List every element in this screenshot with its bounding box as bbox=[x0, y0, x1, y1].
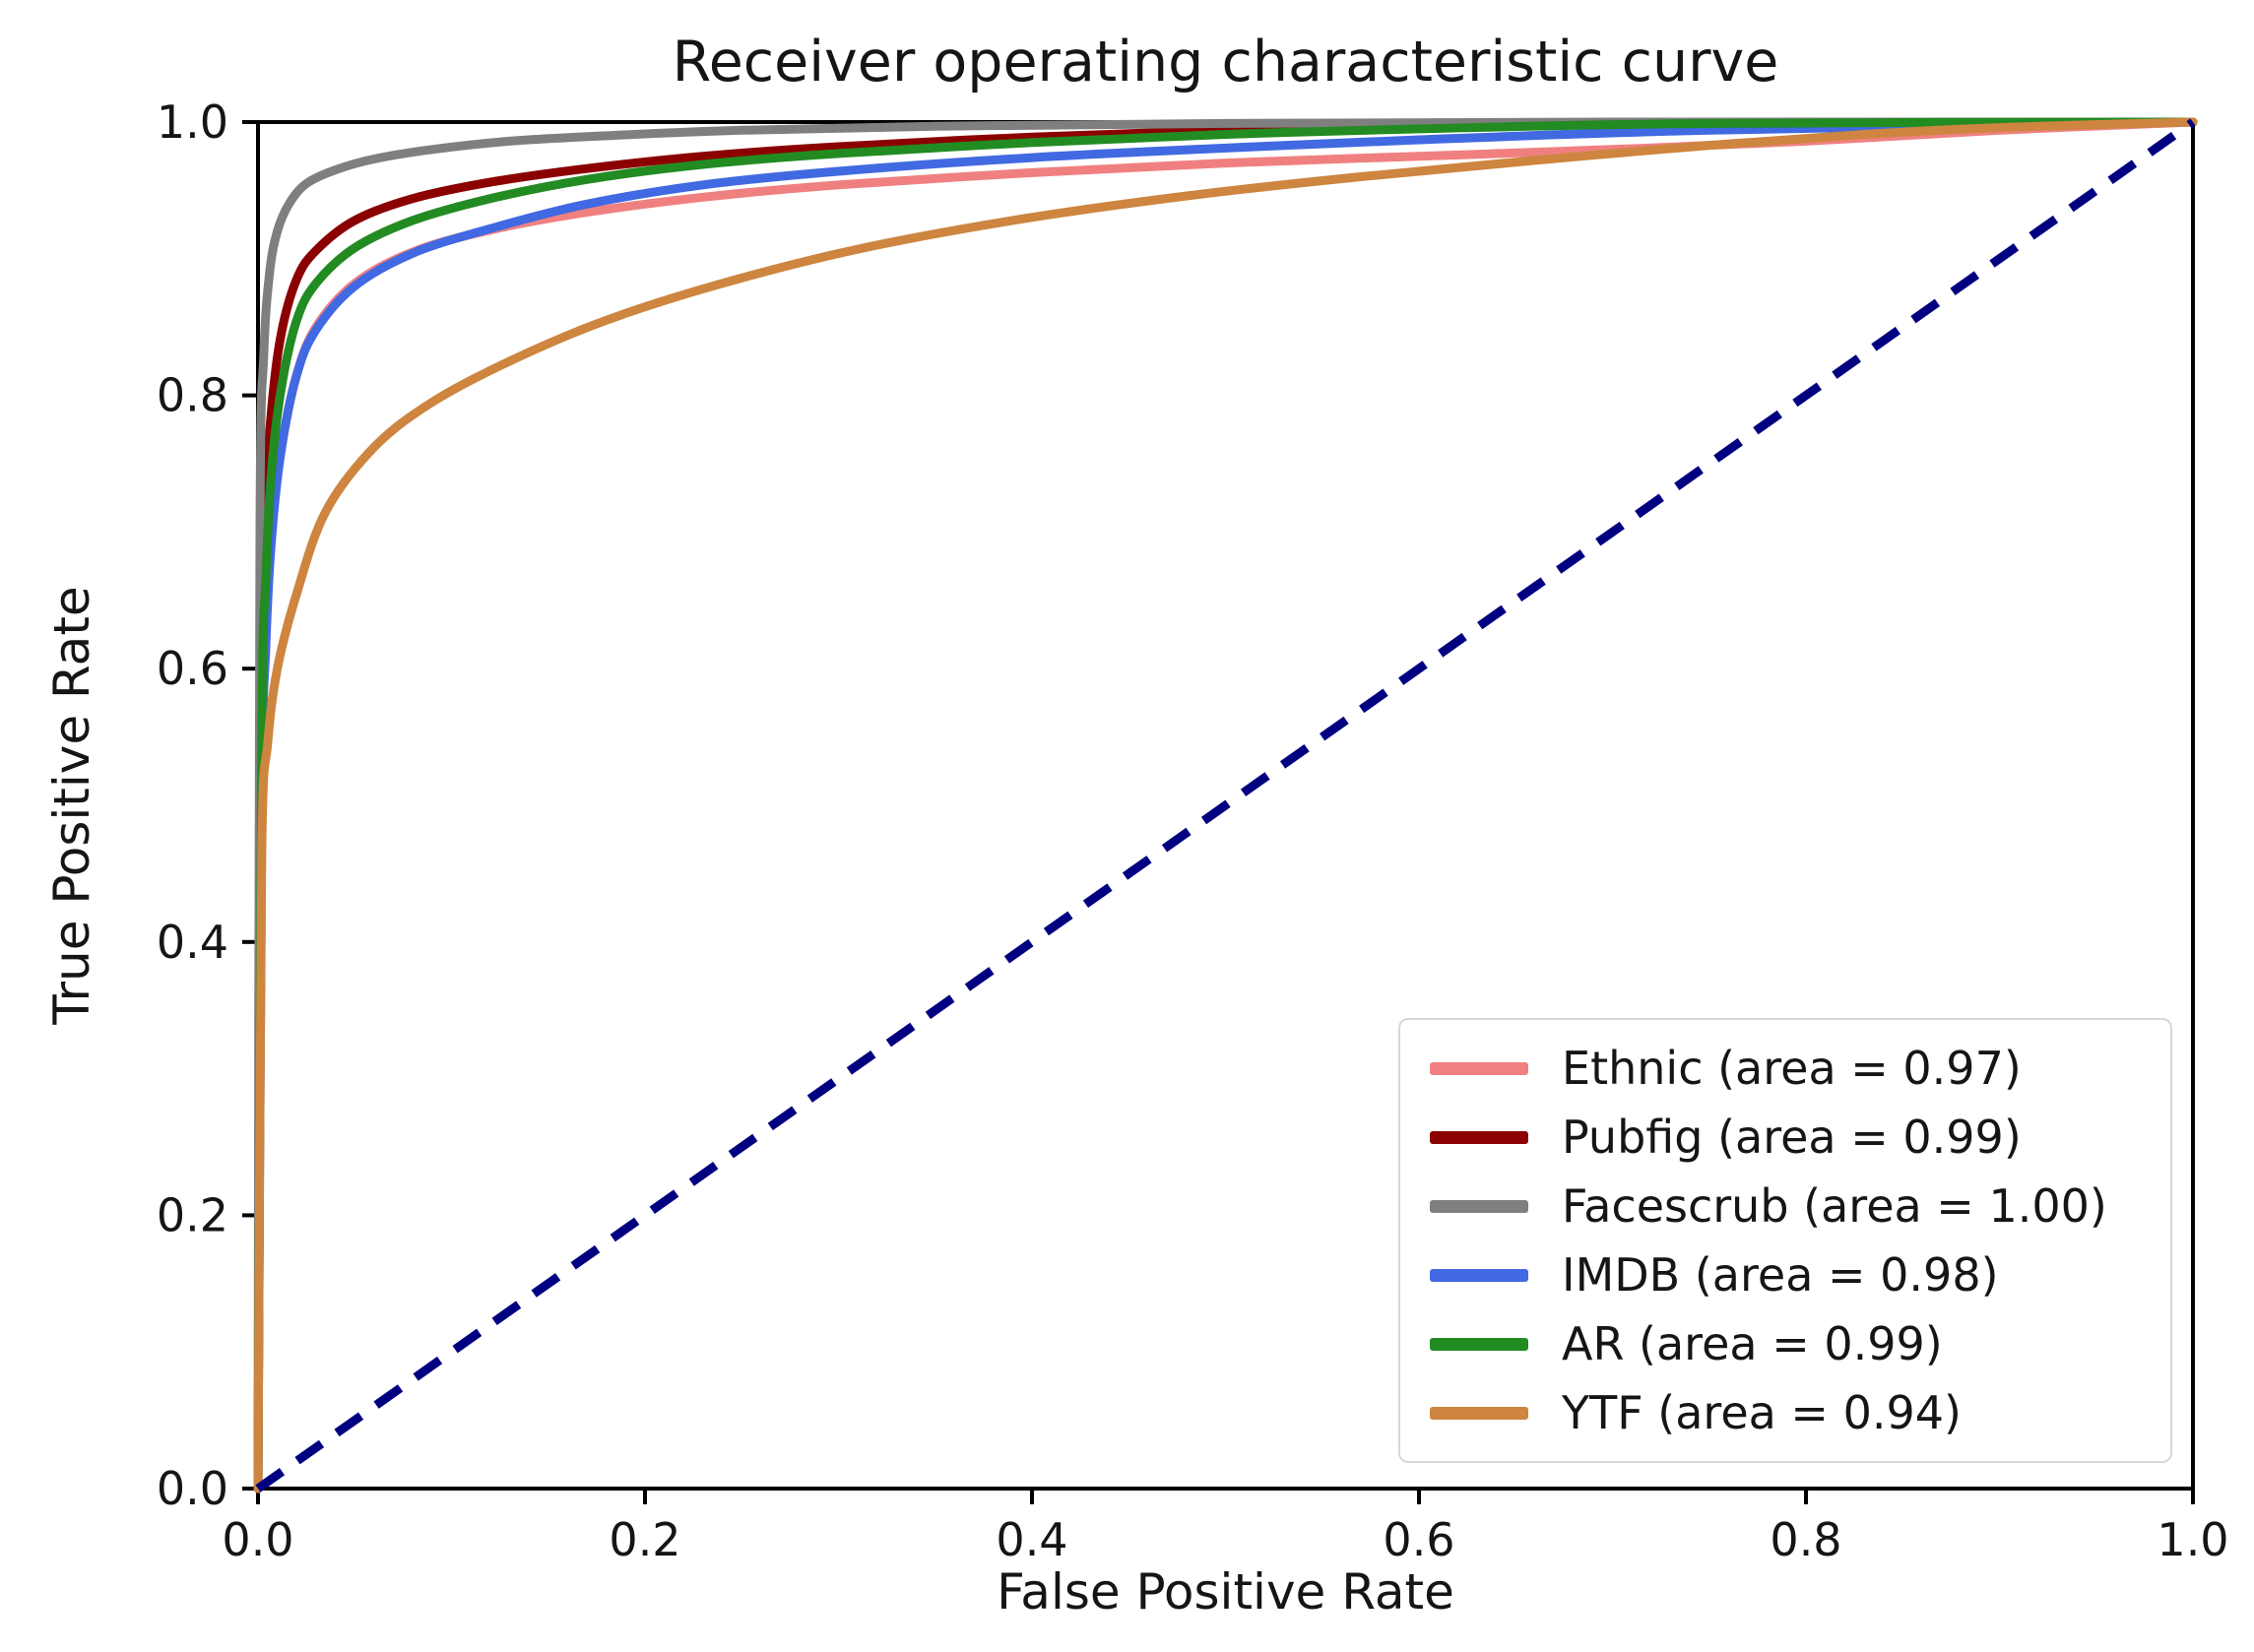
legend-label-Pubfig: Pubfig (area = 0.99) bbox=[1562, 1111, 2022, 1164]
legend-item-IMDB: IMDB (area = 0.98) bbox=[1430, 1248, 2160, 1302]
legend-item-AR: AR (area = 0.99) bbox=[1430, 1317, 2160, 1370]
legend-label-IMDB: IMDB (area = 0.98) bbox=[1562, 1248, 1999, 1302]
legend-swatch-Ethnic bbox=[1430, 1061, 1528, 1075]
y-tick-label: 0.4 bbox=[157, 916, 228, 969]
chance-diagonal-line bbox=[255, 118, 2196, 1493]
legend-item-Facescrub: Facescrub (area = 1.00) bbox=[1430, 1179, 2160, 1233]
legend: Ethnic (area = 0.97) Pubfig (area = 0.99)… bbox=[1398, 1018, 2172, 1463]
y-tick-label: 0.0 bbox=[157, 1462, 228, 1515]
legend-swatch-Facescrub bbox=[1430, 1199, 1528, 1213]
legend-swatch-Pubfig bbox=[1430, 1130, 1528, 1144]
x-tick-label: 0.2 bbox=[609, 1513, 680, 1566]
roc-curve-YTF bbox=[253, 117, 2198, 1493]
legend-swatch-AR bbox=[1430, 1337, 1528, 1351]
legend-swatch-YTF bbox=[1430, 1406, 1528, 1420]
x-tick-label: 1.0 bbox=[2157, 1513, 2228, 1566]
chart-title: Receiver operating characteristic curve bbox=[672, 30, 1779, 95]
roc-curve-AR bbox=[253, 117, 2198, 1493]
y-tick-label: 1.0 bbox=[157, 95, 228, 149]
legend-item-YTF: YTF (area = 0.94) bbox=[1430, 1386, 2160, 1439]
y-tick-label: 0.2 bbox=[157, 1188, 228, 1241]
legend-label-YTF: YTF (area = 0.94) bbox=[1562, 1386, 1962, 1439]
legend-label-AR: AR (area = 0.99) bbox=[1562, 1317, 1943, 1370]
x-tick-label: 0.8 bbox=[1770, 1513, 1841, 1566]
legend-item-Ethnic: Ethnic (area = 0.97) bbox=[1430, 1042, 2160, 1095]
legend-item-Pubfig: Pubfig (area = 0.99) bbox=[1430, 1111, 2160, 1164]
curves-group bbox=[253, 117, 2198, 1493]
x-tick-label: 0.0 bbox=[222, 1513, 293, 1566]
x-tick-label: 0.4 bbox=[996, 1513, 1067, 1566]
legend-label-Ethnic: Ethnic (area = 0.97) bbox=[1562, 1042, 2022, 1095]
y-tick-label: 0.6 bbox=[157, 642, 228, 695]
legend-swatch-IMDB bbox=[1430, 1268, 1528, 1282]
y-tick-label: 0.8 bbox=[157, 369, 228, 422]
x-axis-label: False Positive Rate bbox=[997, 1563, 1454, 1620]
legend-label-Facescrub: Facescrub (area = 1.00) bbox=[1562, 1179, 2107, 1233]
roc-curve-Facescrub bbox=[253, 117, 2198, 1493]
y-axis-label: True Positive Rate bbox=[43, 586, 100, 1025]
x-tick-label: 0.6 bbox=[1383, 1513, 1454, 1566]
